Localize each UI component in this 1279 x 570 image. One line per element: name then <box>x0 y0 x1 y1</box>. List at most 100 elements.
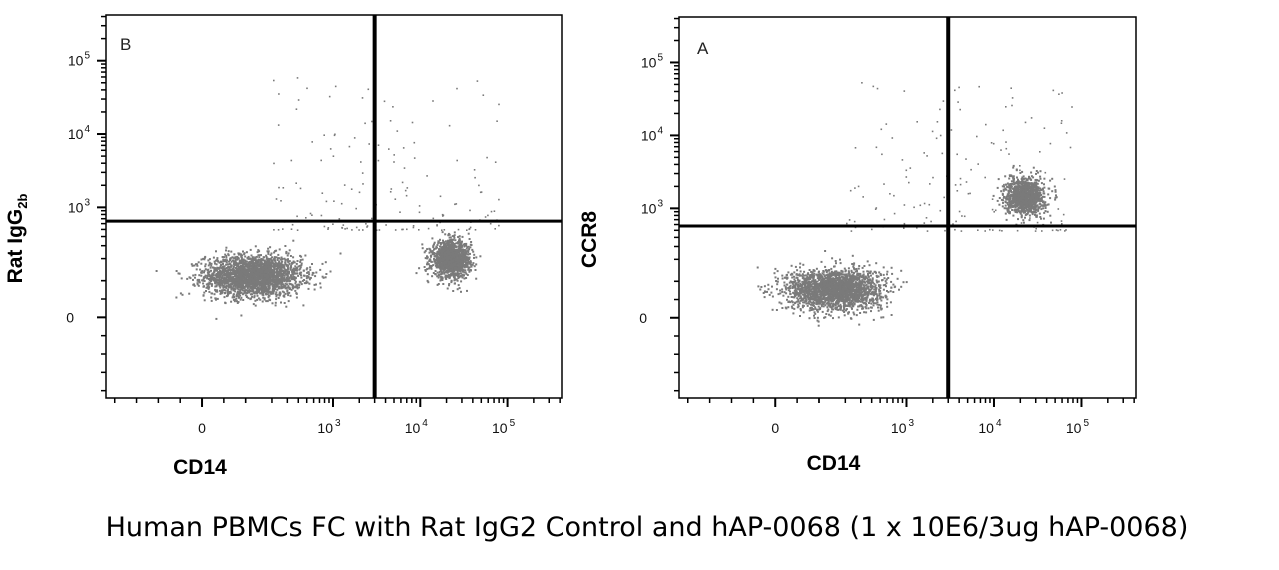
event-dot <box>269 274 272 277</box>
event-dot <box>808 300 811 303</box>
event-dot <box>239 288 242 291</box>
event-dot <box>238 293 241 296</box>
event-dot <box>234 282 236 285</box>
event-dot <box>473 265 476 268</box>
event-dot <box>469 260 472 263</box>
event-dot <box>218 261 221 264</box>
event-dot <box>215 274 218 277</box>
event-dot <box>233 261 236 264</box>
event-dot <box>266 293 269 296</box>
event-dot <box>309 212 312 215</box>
event-dot <box>853 268 856 271</box>
event-dot <box>498 103 500 106</box>
event-dot <box>210 299 213 302</box>
event-dot <box>217 267 220 270</box>
event-dot <box>209 282 212 285</box>
event-dot <box>790 264 793 267</box>
event-dot <box>323 134 325 136</box>
event-dot <box>273 262 276 265</box>
event-dot <box>456 269 459 272</box>
event-dot <box>198 281 201 284</box>
event-dot <box>469 269 472 271</box>
event-dot <box>224 301 227 304</box>
event-dot <box>294 289 297 292</box>
event-dot <box>446 264 449 267</box>
event-dot <box>252 271 255 274</box>
event-dot <box>449 247 452 250</box>
event-dot <box>235 275 238 278</box>
event-dot <box>443 243 446 246</box>
event-dot <box>260 258 263 260</box>
event-dot <box>268 262 271 264</box>
event-dot <box>274 304 277 307</box>
event-dot <box>285 252 288 255</box>
event-dot <box>286 271 289 273</box>
event-dot <box>281 266 284 269</box>
event-dot <box>294 265 297 268</box>
event-dot <box>450 268 453 271</box>
event-dot <box>265 254 268 257</box>
event-dot <box>203 271 205 274</box>
event-dot <box>443 260 446 263</box>
event-dot <box>239 273 242 276</box>
event-dot <box>763 285 766 288</box>
event-dot <box>225 280 228 283</box>
event-dot <box>287 294 290 297</box>
event-dot <box>295 292 298 295</box>
event-dot <box>436 251 439 254</box>
event-dot <box>464 250 467 253</box>
event-dot <box>241 272 244 275</box>
event-dot <box>303 279 305 281</box>
event-dot <box>865 307 868 310</box>
event-dot <box>226 273 229 276</box>
event-dot <box>215 285 218 288</box>
event-dot <box>265 300 268 303</box>
event-dot <box>802 286 805 289</box>
event-dot <box>223 259 226 262</box>
event-dot <box>279 258 282 261</box>
event-dot <box>236 271 238 274</box>
event-dot <box>275 278 278 280</box>
event-dot <box>202 282 205 285</box>
event-dot <box>299 261 302 263</box>
event-dot <box>466 289 468 292</box>
event-dot <box>202 285 205 288</box>
event-dot <box>292 267 295 270</box>
event-dot <box>479 191 482 194</box>
event-dot <box>251 286 254 289</box>
event-dot <box>234 266 237 269</box>
event-dot <box>451 256 454 259</box>
event-dot <box>219 269 221 272</box>
event-dot <box>441 245 444 248</box>
event-dot <box>848 271 851 274</box>
event-dot <box>437 253 440 256</box>
event-dot <box>433 252 436 255</box>
event-dot <box>268 258 271 261</box>
event-dot <box>238 286 241 289</box>
event-dot <box>439 268 442 271</box>
event-dot <box>209 275 211 278</box>
event-dot <box>267 285 270 288</box>
event-dot <box>313 283 316 286</box>
event-dot <box>867 282 870 285</box>
event-dot <box>261 285 264 288</box>
event-dot <box>832 302 835 305</box>
event-dot <box>296 260 299 262</box>
event-dot <box>219 273 222 276</box>
event-dot <box>215 267 218 270</box>
event-dot <box>272 262 274 265</box>
event-dot <box>824 265 827 268</box>
event-dot <box>233 287 236 290</box>
event-dot <box>245 281 248 284</box>
event-dot <box>440 242 443 244</box>
event-dot <box>298 284 301 287</box>
event-dot <box>885 282 888 285</box>
event-dot <box>241 264 244 267</box>
event-dot <box>264 275 266 278</box>
event-dot <box>294 272 297 275</box>
event-dot <box>385 224 387 226</box>
event-dot <box>394 198 397 200</box>
event-dot <box>454 272 457 275</box>
event-dot <box>244 255 247 258</box>
